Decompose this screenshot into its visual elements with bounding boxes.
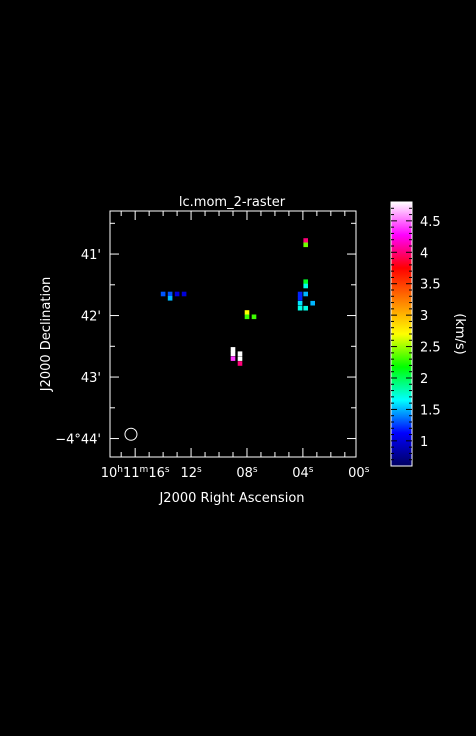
raster-pixel <box>181 291 187 297</box>
raster-pixel <box>160 291 166 297</box>
colorbar-tick-label: 2 <box>420 372 428 387</box>
colorbar-tick-label: 4 <box>420 246 428 261</box>
beam-ellipse <box>124 427 138 441</box>
x-tick-label: 08s <box>236 465 258 481</box>
raster-pixel <box>167 296 173 301</box>
raster-pixel <box>297 291 303 297</box>
raster-pixel <box>303 283 308 289</box>
raster-pixels <box>160 238 315 366</box>
y-tick-label: 42' <box>81 310 101 325</box>
x-axis-ticks: 10h11m16s 12s 08s 04s 00s <box>101 211 370 481</box>
y-tick-label: 41' <box>81 248 101 263</box>
raster-pixel <box>230 351 236 356</box>
colorbar-tick-label: 1.5 <box>420 403 441 418</box>
colorbar-tick-label: 1 <box>420 435 428 450</box>
x-tick-label: 10h11m16s <box>101 465 170 481</box>
raster-pixel <box>244 310 250 315</box>
raster-pixel <box>297 305 303 311</box>
raster-pixel <box>303 238 308 243</box>
y-tick-label: 43' <box>81 371 101 386</box>
colorbar-tick-label: 2.5 <box>420 341 441 356</box>
raster-pixel <box>230 356 236 361</box>
y-axis-label: J2000 Declination <box>39 277 54 393</box>
raster-pixel <box>167 291 173 297</box>
raster-pixel <box>297 296 303 301</box>
raster-pixel <box>303 291 308 297</box>
x-tick-label: 12s <box>180 465 202 481</box>
raster-pixel <box>310 300 315 306</box>
colorbar-gradient <box>390 201 413 467</box>
colorbar: 1 1.5 2 2.5 3 3.5 4 4.5 <box>390 201 441 467</box>
colorbar-label: (km/s) <box>452 313 467 355</box>
raster-pixel <box>303 279 308 284</box>
raster-pixel <box>237 351 243 356</box>
raster-pixel <box>251 314 257 320</box>
raster-pixel <box>230 347 236 352</box>
x-tick-label: 00s <box>348 465 370 481</box>
plot-frame <box>109 210 357 458</box>
y-axis-ticks: 41' 42' 43' −4°44' <box>55 222 356 448</box>
colorbar-tick-label: 3.5 <box>420 278 441 293</box>
chart-title: lc.mom_2-raster <box>179 195 286 210</box>
raster-pixel <box>303 242 308 248</box>
raster-pixel <box>237 361 243 366</box>
raster-pixel <box>303 305 308 311</box>
raster-pixel <box>237 356 243 361</box>
x-axis-label: J2000 Right Ascension <box>158 491 304 506</box>
raster-pixel <box>297 300 303 306</box>
raster-pixel <box>174 291 180 297</box>
colorbar-tick-label: 4.5 <box>420 215 441 230</box>
raster-pixel <box>244 314 250 320</box>
y-tick-label: −4°44' <box>55 433 101 448</box>
colorbar-tick-label: 3 <box>420 309 428 324</box>
x-tick-label: 04s <box>292 465 314 481</box>
beam-shape <box>124 427 138 441</box>
